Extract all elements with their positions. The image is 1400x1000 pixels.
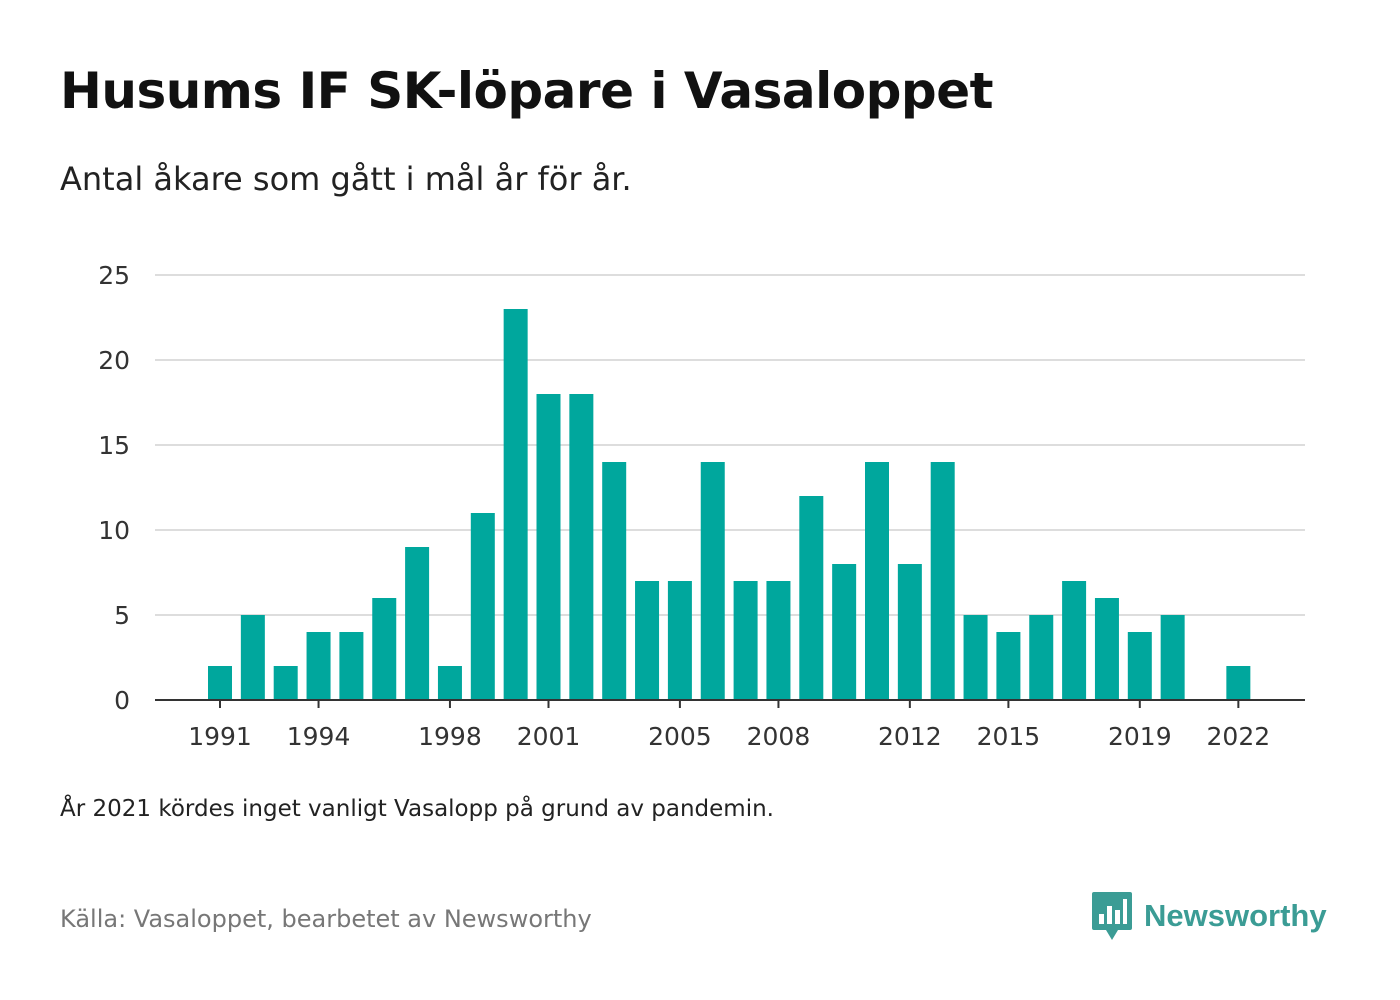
newsworthy-logo-icon xyxy=(1092,892,1132,940)
source-text: Källa: Vasaloppet, bearbetet av Newswort… xyxy=(60,905,592,933)
bar-2003 xyxy=(602,462,627,700)
bar-2022 xyxy=(1226,666,1251,700)
bar-2015 xyxy=(996,632,1021,700)
bars xyxy=(208,309,1251,700)
y-tick-label: 5 xyxy=(114,601,130,630)
y-axis-ticks: 0 5 10 15 20 25 xyxy=(98,261,130,715)
bar-2012 xyxy=(897,564,922,700)
y-tick-label: 25 xyxy=(98,261,130,290)
bar-1991 xyxy=(208,666,232,700)
bar-2009 xyxy=(799,496,824,700)
bar-2007 xyxy=(733,581,758,700)
bar-1995 xyxy=(339,632,364,700)
bar-1994 xyxy=(306,632,331,700)
bar-1996 xyxy=(372,598,397,700)
grid-lines xyxy=(155,274,1305,616)
x-axis-ticks: 1991 1994 1998 2001 2005 2008 2012 2015 2019 2022 xyxy=(188,700,1270,751)
x-tick-label: 2001 xyxy=(517,722,581,751)
bar-2019 xyxy=(1127,632,1152,700)
chart-subtitle: Antal åkare som gått i mål år för år. xyxy=(60,160,632,198)
y-tick-label: 15 xyxy=(98,431,130,460)
bar-2004 xyxy=(635,581,660,700)
bar-chart: 0 5 10 15 20 25 1991 1994 1998 2001 2005 2008 2012 2… xyxy=(98,261,1305,751)
y-tick-label: 0 xyxy=(114,686,130,715)
y-tick-label: 20 xyxy=(98,346,130,375)
bar-2013 xyxy=(930,462,955,700)
x-tick-label: 2012 xyxy=(878,722,942,751)
bar-2002 xyxy=(569,394,594,700)
bar-2008 xyxy=(766,581,791,700)
bar-2006 xyxy=(700,462,725,700)
chart-title: Husums IF SK-löpare i Vasaloppet xyxy=(60,62,994,120)
bar-2011 xyxy=(865,462,889,700)
y-tick-label: 10 xyxy=(98,516,130,545)
x-tick-label: 2015 xyxy=(977,722,1041,751)
bar-1997 xyxy=(405,547,430,700)
bar-1993 xyxy=(273,666,298,700)
bar-2018 xyxy=(1094,598,1119,700)
bar-2020 xyxy=(1160,615,1185,700)
x-tick-label: 1994 xyxy=(287,722,351,751)
bar-1998 xyxy=(437,666,462,700)
bar-1992 xyxy=(240,615,265,700)
bar-2010 xyxy=(832,564,857,700)
bar-2014 xyxy=(963,615,988,700)
bar-2005 xyxy=(667,581,692,700)
x-tick-label: 2005 xyxy=(648,722,712,751)
x-tick-label: 1998 xyxy=(418,722,482,751)
bar-2000 xyxy=(503,309,528,700)
chart-note: År 2021 kördes inget vanligt Vasalopp på… xyxy=(60,796,774,822)
brand-name: Newsworthy xyxy=(1144,898,1327,933)
x-tick-label: 2019 xyxy=(1108,722,1172,751)
bar-2001 xyxy=(536,394,561,700)
x-tick-label: 1991 xyxy=(188,722,252,751)
x-tick-label: 2022 xyxy=(1207,722,1271,751)
brand-logo: Newsworthy xyxy=(1090,890,1327,942)
x-tick-label: 2008 xyxy=(747,722,811,751)
bar-1999 xyxy=(470,513,495,700)
bar-2016 xyxy=(1029,615,1054,700)
bar-2017 xyxy=(1062,581,1087,700)
